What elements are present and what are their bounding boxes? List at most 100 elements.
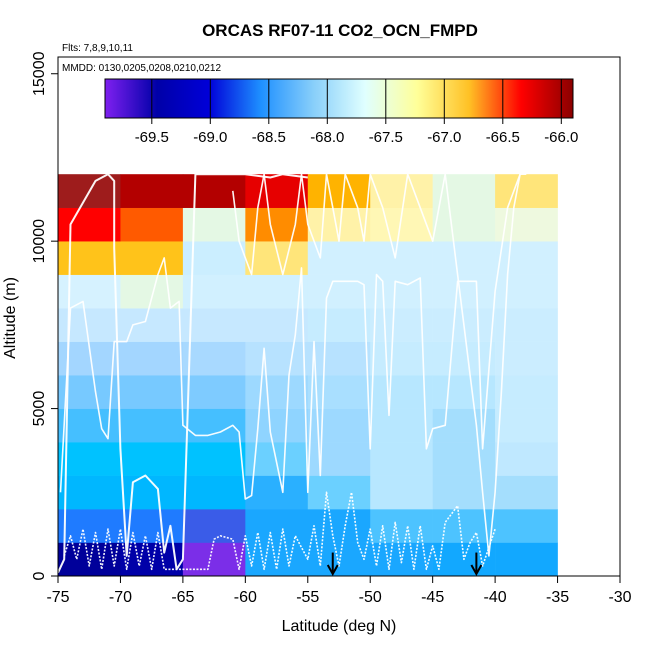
latitude-arrows [326,552,483,577]
heatmap-cell [307,174,371,208]
flight-track-line [232,173,521,557]
x-tick-label: -30 [608,589,631,606]
heatmap-cell [432,241,496,275]
colorbar-tick-label: -69.0 [193,129,227,146]
heatmap-cell [120,475,184,510]
colorbar: -69.5 -69.0 -68.5 -68.0 -67.5 -67.0 -66.5 -66.0 [104,78,578,146]
heatmap-cell [245,308,309,342]
heatmap-cell [307,542,371,577]
heatmap-cell [370,274,433,309]
x-tick-label: -50 [359,589,382,606]
heatmap-cell [495,408,558,443]
plot-frame [57,56,621,577]
heatmap-cell [58,274,121,309]
heatmap-cell [120,442,184,476]
heatmap-cell [370,174,433,208]
latitude-arrow-head [470,564,483,577]
heatmap-cell [120,207,184,242]
heatmap-cell [495,509,558,543]
heatmap-cell [58,442,121,476]
x-tick-label: -70 [109,589,132,606]
dates-label: MMDD: 0130,0205,0208,0210,0212 [62,63,221,74]
heatmap-cell [245,241,309,275]
x-axis-label: Latitude (deg N) [282,618,397,635]
heatmap-cell [432,475,496,510]
heatmap-cell [370,475,433,510]
heatmap-cell [120,375,184,409]
heatmap-cell [495,274,558,309]
heatmap-cell [120,341,184,376]
heatmap-cell [245,341,309,376]
heatmap-cell [182,274,246,309]
heatmap-cell [307,241,371,275]
y-axis: 0 5000 10000 15000 [31,51,58,580]
heatmap-cell [182,308,246,342]
heatmap-cell [182,375,246,409]
heatmap-cell [182,542,246,577]
heatmap-cell [495,241,558,275]
x-axis: -75 -70 -65 -60 -55 -50 -45 -40 -35 -30 [46,576,632,606]
heatmap-cell [58,509,121,543]
heatmap-cell [120,308,184,342]
heatmap-cell [307,375,371,409]
heatmap-cell [245,375,309,409]
colorbar-tick-label: -67.5 [369,129,403,146]
heatmap-cell [120,408,184,443]
heatmap-cell [182,174,246,208]
colorbar-tick-label: -69.5 [135,129,169,146]
flight-tracks [57,173,527,574]
x-tick-label: -55 [296,589,319,606]
heatmap-cell [182,341,246,376]
y-tick-label: 0 [31,571,48,580]
heatmap-cell [58,241,121,275]
colorbar-tick-label: -66.5 [486,129,520,146]
colorbar-tick-label: -68.0 [310,129,344,146]
flight-track-line [57,173,308,574]
heatmap-cell [432,174,496,208]
heatmap-cell [495,542,558,577]
colorbar-tick-label: -68.5 [252,129,286,146]
heatmap-cell [432,274,496,309]
heatmap-cell [307,475,371,510]
x-tick-label: -65 [171,589,194,606]
flights-label: Flts: 7,8,9,10,11 [62,43,133,54]
heatmap-cell [370,375,433,409]
colorbar-tick-label: -67.0 [427,129,461,146]
heatmap-cell [307,442,371,476]
heatmap-cell [495,375,558,409]
heatmap-cell [370,308,433,342]
heatmap-cell [307,509,371,543]
heatmap-cell [58,542,121,577]
heatmap-cell [182,442,246,476]
heatmap-cell [370,442,433,476]
heatmap-cell [370,509,433,543]
colorbar-tick-label: -66.0 [544,129,578,146]
heatmap-cell [182,408,246,443]
x-tick-label: -35 [546,589,569,606]
heatmap-cell [120,274,184,309]
heatmap-cell [432,442,496,476]
heatmap-cell [182,509,246,543]
heatmap-cell [495,442,558,476]
heatmap-cell [245,509,309,543]
heatmap-cell [370,241,433,275]
colorbar-gradient [104,78,574,119]
heatmap-cell [495,174,558,208]
flight-track-line [59,173,527,500]
heatmap-cell [182,475,246,510]
heatmap-cell [307,341,371,376]
heatmap-cell [120,241,184,275]
chart-title: ORCAS RF07-11 CO2_OCN_FMPD [202,21,478,40]
heatmap-cell [245,475,309,510]
x-tick-label: -40 [484,589,507,606]
x-tick-label: -75 [46,589,69,606]
heatmap-cell [245,408,309,443]
y-axis-label: Altitude (m) [2,277,19,359]
flight-track-line [63,491,496,571]
x-tick-label: -45 [421,589,444,606]
heatmap-cell [307,308,371,342]
heatmap-cell [120,174,184,208]
heatmap-cell [370,408,433,443]
heatmap-cell [432,207,496,242]
